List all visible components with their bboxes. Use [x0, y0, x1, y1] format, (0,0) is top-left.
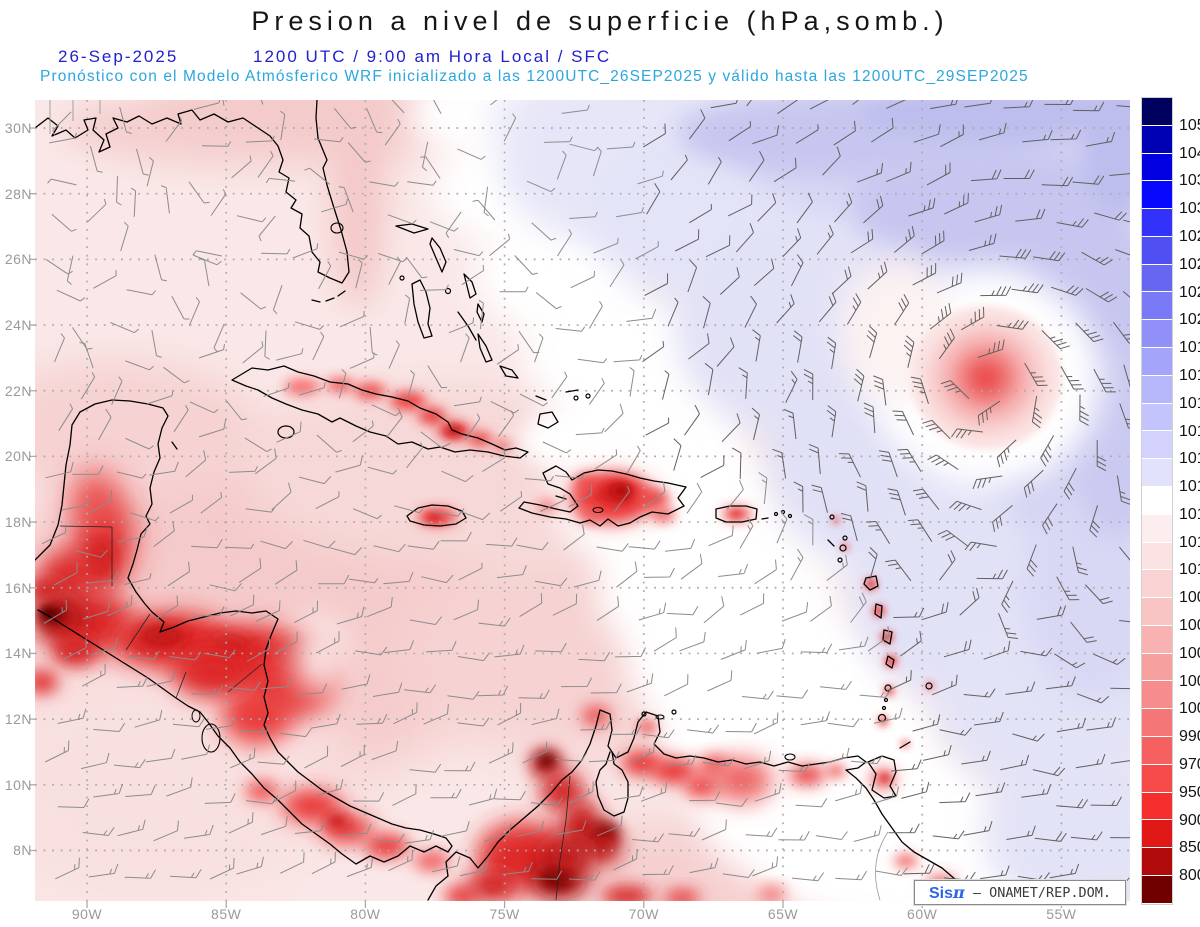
colorbar-segment — [1142, 459, 1172, 487]
colorbar-label-1004: 1004 — [1179, 644, 1200, 662]
colorbar-segment — [1142, 764, 1172, 793]
lat-label-20N: 20N — [4, 448, 32, 465]
colorbar-label-1020: 1020 — [1179, 311, 1200, 329]
colorbar-segment — [1142, 125, 1172, 154]
colorbar-label-970: 970 — [1179, 756, 1200, 774]
colorbar-segment — [1142, 709, 1172, 737]
lat-label-22N: 22N — [4, 382, 32, 399]
colorbar-segment — [1142, 875, 1172, 904]
colorbar-segment — [1142, 181, 1172, 210]
colorbar-segment — [1142, 653, 1172, 682]
forecast-description: Pronóstico con el Modelo Atmósferico WRF… — [40, 68, 1029, 85]
lon-label-90W: 90W — [71, 906, 103, 922]
colorbar-segment — [1142, 625, 1172, 654]
forecast-date: 26-Sep-2025 — [58, 47, 179, 66]
colorbar-segment — [1142, 598, 1172, 626]
watermark-logo: Sisπ — [928, 882, 965, 902]
lon-label-70W: 70W — [628, 906, 659, 922]
colorbar-label-1002: 1002 — [1179, 672, 1200, 690]
colorbar-label-1018: 1018 — [1179, 366, 1200, 384]
lat-label-24N: 24N — [4, 317, 32, 334]
colorbar-label-900: 900 — [1179, 811, 1200, 829]
colorbar-segment — [1142, 153, 1172, 182]
colorbar-label-1025: 1025 — [1179, 255, 1200, 273]
lat-label-26N: 26N — [4, 251, 32, 268]
watermark-separator: – — [964, 884, 990, 901]
colorbar-label-800: 800 — [1179, 867, 1200, 885]
colorbar-segment — [1142, 820, 1172, 849]
lon-label-55W: 55W — [1046, 906, 1077, 922]
lon-label-85W: 85W — [211, 906, 242, 922]
colorbar-label-1008: 1008 — [1179, 589, 1200, 607]
lat-label-8N: 8N — [13, 842, 32, 859]
colorbar-label-1019: 1019 — [1179, 339, 1200, 357]
lat-label-18N: 18N — [4, 514, 32, 531]
colorbar-label-1050: 1050 — [1179, 116, 1200, 134]
colorbar-label-1000: 1000 — [1179, 700, 1200, 718]
forecast-time: 1200 UTC / 9:00 am Hora Local / SFC — [253, 47, 612, 66]
colorbar-segment — [1142, 514, 1172, 543]
lon-label-75W: 75W — [489, 906, 520, 922]
lat-label-16N: 16N — [4, 579, 32, 596]
colorbar-segment — [1142, 486, 1172, 515]
colorbar-label-990: 990 — [1179, 728, 1200, 746]
colorbar-segment — [1142, 542, 1172, 571]
colorbar-segment — [1142, 348, 1172, 376]
colorbar-label-1017: 1017 — [1179, 394, 1200, 412]
colorbar-segment — [1142, 681, 1172, 710]
colorbar-segment — [1142, 792, 1172, 821]
lat-label-30N: 30N — [4, 120, 32, 136]
colorbar-label-1022: 1022 — [1179, 283, 1200, 301]
watermark-org: ONAMET/REP.DOM. — [989, 884, 1112, 901]
lat-label-28N: 28N — [4, 185, 32, 202]
colorbar-label-1006: 1006 — [1179, 617, 1200, 635]
watermark: Sisπ – ONAMET/REP.DOM. — [914, 880, 1126, 905]
colorbar-label-1030: 1030 — [1179, 200, 1200, 218]
lon-label-65W: 65W — [767, 906, 799, 922]
colorbar-segment — [1142, 320, 1172, 349]
colorbar-label-1012: 1012 — [1179, 533, 1200, 551]
colorbar-label-1013: 1013 — [1179, 505, 1200, 523]
lat-label-12N: 12N — [4, 711, 32, 728]
colorbar-segment — [1142, 264, 1172, 293]
lon-label-80W: 80W — [350, 906, 381, 922]
colorbar-segment — [1142, 292, 1172, 321]
page-title: Presion a nivel de superficie (hPa,somb.… — [251, 6, 949, 36]
colorbar-label-1014: 1014 — [1179, 478, 1200, 496]
colorbar — [1141, 97, 1173, 905]
colorbar-segment — [1142, 431, 1172, 460]
colorbar-segment — [1142, 403, 1172, 432]
colorbar-label-850: 850 — [1179, 839, 1200, 857]
colorbar-label-1035: 1035 — [1179, 172, 1200, 190]
colorbar-segment — [1142, 570, 1172, 599]
lat-label-14N: 14N — [4, 645, 32, 662]
colorbar-segment — [1142, 236, 1172, 265]
pi-icon: π — [952, 882, 965, 902]
lat-label-10N: 10N — [4, 776, 32, 793]
colorbar-label-1028: 1028 — [1179, 227, 1200, 245]
colorbar-segment — [1142, 848, 1172, 876]
colorbar-label-1040: 1040 — [1179, 144, 1200, 162]
colorbar-label-1016: 1016 — [1179, 422, 1200, 440]
colorbar-segment — [1142, 375, 1172, 404]
colorbar-label-1015: 1015 — [1179, 450, 1200, 468]
lon-label-60W: 60W — [907, 906, 938, 922]
colorbar-label-950: 950 — [1179, 783, 1200, 801]
colorbar-segment — [1142, 98, 1172, 126]
colorbar-segment — [1142, 736, 1172, 765]
colorbar-segment — [1142, 209, 1172, 237]
